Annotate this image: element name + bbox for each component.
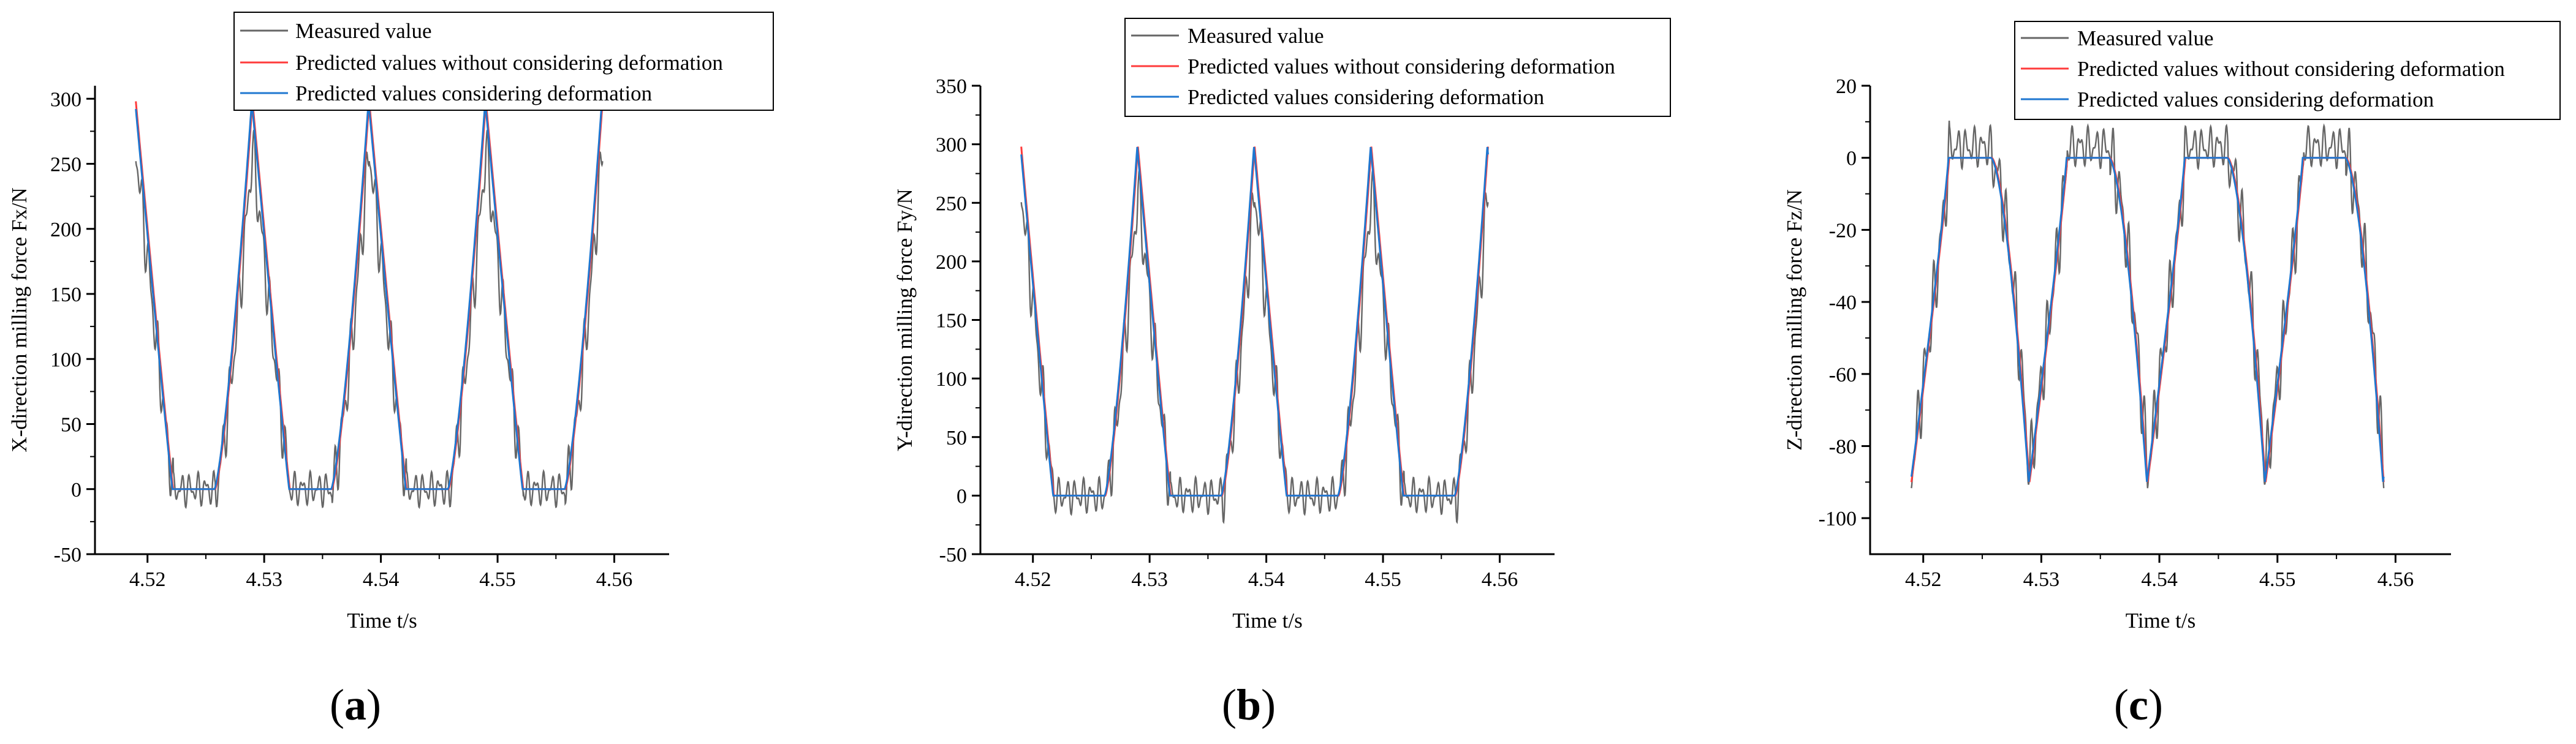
x-tick-label: 4.55 — [479, 568, 516, 591]
y-tick-label: 200 — [936, 251, 967, 274]
y-axis-label: Z-direction milling force Fz/N — [1782, 189, 1806, 451]
panel-letter-a: a — [344, 680, 366, 729]
y-tick-label: 200 — [50, 219, 81, 241]
x-tick-label: 4.53 — [1131, 568, 1168, 591]
panel-letter-b: b — [1237, 680, 1261, 729]
series-measured — [135, 129, 604, 509]
axes-frame — [979, 86, 1555, 555]
axes-frame — [1869, 86, 2451, 555]
panel-c: 4.52 4.53 4.54 4.55 4.56 -100 -80 -60 -40 -20 0 20 T… — [1782, 21, 2561, 729]
y-axis-label: Y-direction milling force Fy/N — [893, 189, 917, 451]
series-predicted-no-deformation — [135, 101, 604, 490]
x-tick-label: 4.56 — [596, 568, 633, 591]
y-tick-label: 250 — [50, 154, 81, 176]
panel-b: 4.52 4.53 4.54 4.55 4.56 -50 0 50 100 150 200 250 30… — [893, 18, 1671, 729]
x-tick-label: 4.53 — [246, 568, 282, 591]
series-predicted-deformation — [1910, 157, 2385, 483]
x-tick-label: 4.52 — [1905, 568, 1942, 591]
panel-letter-c: c — [2129, 680, 2148, 729]
legend-deform: Predicted values considering deformation — [1188, 85, 1544, 109]
plot-b: 4.52 4.53 4.54 4.55 4.56 -50 0 50 100 150 200 250 30… — [893, 75, 1555, 633]
y-tick-label: 300 — [50, 88, 81, 111]
legend-measured: Measured value — [295, 19, 432, 43]
y-tick-label: 0 — [71, 479, 81, 502]
x-tick-label: 4.54 — [1248, 568, 1285, 591]
x-tick-label: 4.53 — [2023, 568, 2060, 591]
panel-a: 4.52 4.53 4.54 4.55 4.56 -50 0 50 100 150 200 250 30… — [7, 12, 774, 729]
y-tick-label: 0 — [1846, 148, 1857, 170]
x-tick-label: 4.55 — [1365, 568, 1401, 591]
legend-box — [233, 12, 774, 111]
series-measured — [1020, 170, 1489, 524]
x-tick-label: 4.52 — [1015, 568, 1051, 591]
x-tick-label: 4.55 — [2259, 568, 2296, 591]
series-predicted-deformation — [135, 101, 604, 490]
y-tick-label: 50 — [946, 427, 967, 449]
panel-label-a: (a) — [330, 680, 381, 729]
plot-c: 4.52 4.53 4.54 4.55 4.56 -100 -80 -60 -40 -20 0 20 T… — [1782, 75, 2451, 633]
x-axis-label: Time t/s — [2126, 609, 2195, 633]
panel-label-b: (b) — [1222, 680, 1276, 729]
y-tick-label: 100 — [936, 368, 967, 391]
y-tick-label: 0 — [957, 485, 967, 508]
legend-no-deform: Predicted values without considering def… — [2077, 57, 2505, 81]
y-tick-label: 150 — [936, 310, 967, 333]
legend-measured: Measured value — [1188, 24, 1324, 48]
y-tick-label: -100 — [1819, 508, 1857, 530]
legend-box — [2014, 21, 2561, 120]
legend-b: Measured value Predicted values without … — [1124, 18, 1671, 117]
legend-c: Measured value Predicted values without … — [2014, 21, 2561, 120]
x-tick-label: 4.56 — [2377, 568, 2414, 591]
y-tick-label: -20 — [1829, 219, 1857, 242]
y-tick-label: 100 — [50, 348, 81, 371]
panel-label-c: (c) — [2114, 680, 2163, 729]
legend-measured: Measured value — [2077, 26, 2214, 50]
y-tick-label: 350 — [936, 75, 967, 98]
y-tick-label: 250 — [936, 192, 967, 215]
x-tick-label: 4.56 — [1482, 568, 1518, 591]
legend-deform: Predicted values considering deformation — [295, 81, 652, 105]
x-tick-label: 4.52 — [129, 568, 166, 591]
legend-no-deform: Predicted values without considering def… — [295, 51, 723, 75]
legend-box — [1124, 18, 1671, 117]
legend-deform: Predicted values considering deformation — [2077, 88, 2434, 111]
x-tick-label: 4.54 — [2141, 568, 2178, 591]
x-axis-label: Time t/s — [1232, 609, 1302, 633]
y-tick-label: 50 — [61, 414, 81, 437]
plot-a: 4.52 4.53 4.54 4.55 4.56 -50 0 50 100 150 200 250 30… — [7, 86, 669, 633]
y-tick-label: 150 — [50, 284, 81, 306]
series-predicted-no-deformation — [1020, 146, 1489, 497]
x-axis-label: Time t/s — [347, 609, 417, 633]
y-tick-label: -50 — [54, 544, 81, 566]
legend-no-deform: Predicted values without considering def… — [1188, 54, 1615, 78]
y-tick-label: 20 — [1836, 75, 1857, 98]
legend-a: Measured value Predicted values without … — [233, 12, 774, 111]
y-tick-label: -60 — [1829, 364, 1857, 386]
y-axis-label: X-direction milling force Fx/N — [7, 187, 31, 453]
series-predicted-deformation — [1020, 146, 1489, 497]
series-measured — [1911, 120, 2385, 489]
x-tick-label: 4.54 — [363, 568, 400, 591]
y-tick-label: -40 — [1829, 291, 1857, 314]
y-tick-label: -80 — [1829, 435, 1857, 458]
y-tick-label: 300 — [936, 134, 967, 157]
y-tick-label: -50 — [939, 544, 967, 566]
series-predicted-no-deformation — [1910, 157, 2385, 483]
